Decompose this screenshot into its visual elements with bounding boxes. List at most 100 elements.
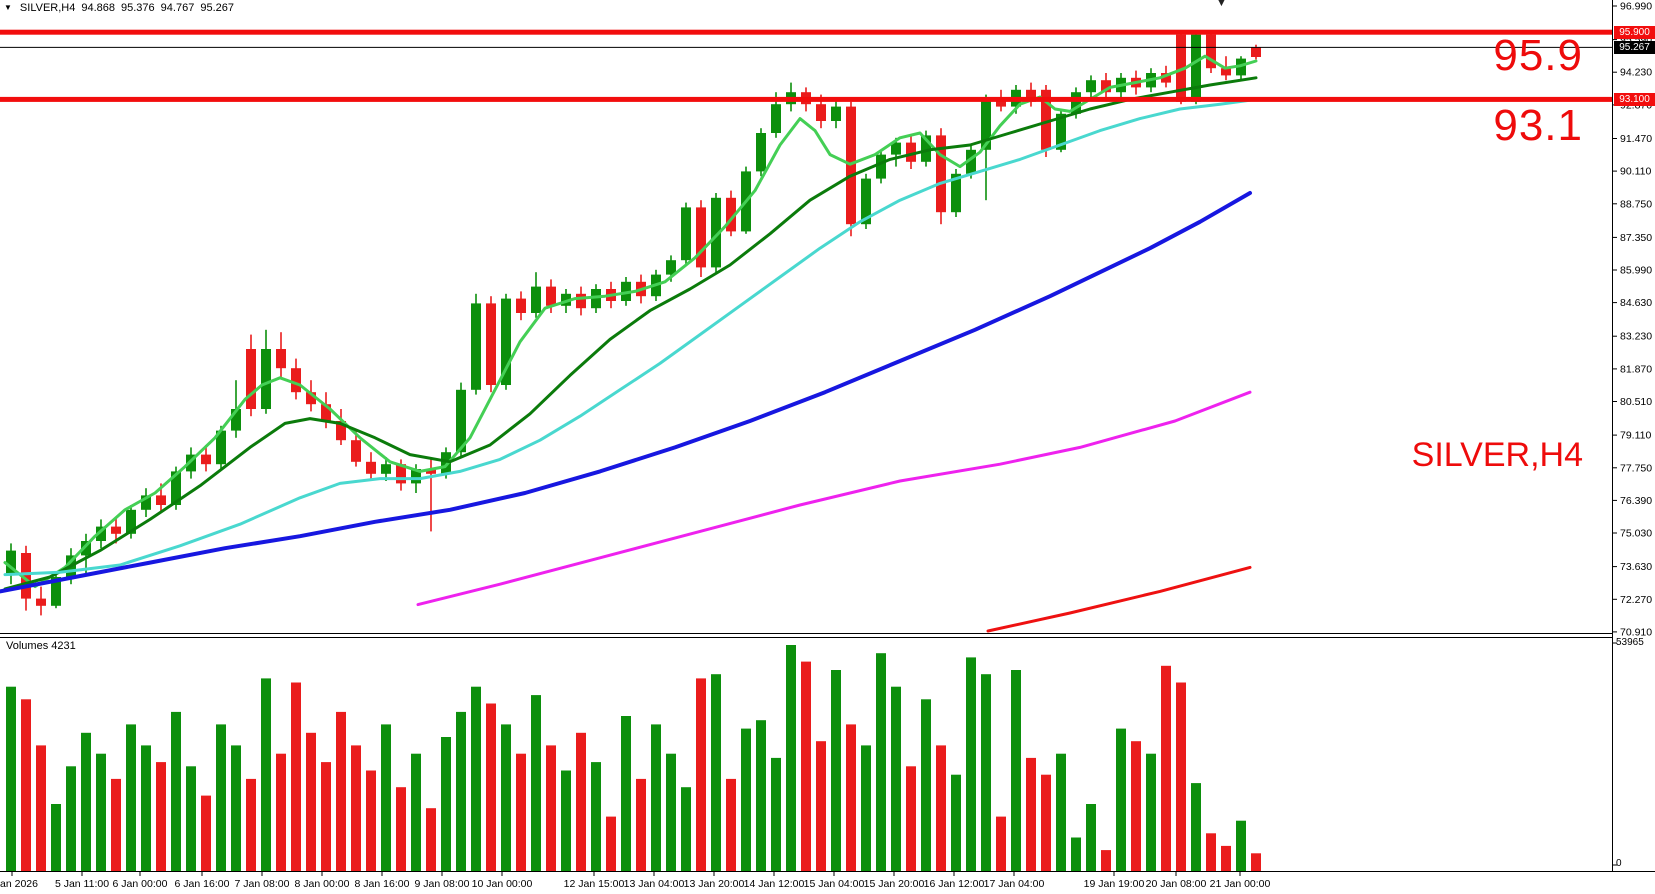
- candle-body: [531, 286, 541, 313]
- price-tick-label[interactable]: 90.110: [1620, 166, 1651, 178]
- candle-body: [36, 598, 46, 606]
- symbol-dropdown-icon[interactable]: ▼: [4, 3, 12, 12]
- ma-blue-line: [0, 191, 1252, 594]
- time-tick-label[interactable]: 2 Jan 2026: [0, 878, 38, 890]
- volume-bar: [1251, 853, 1261, 871]
- volume-bar: [141, 745, 151, 871]
- candle-body: [81, 541, 91, 556]
- price-tick-label[interactable]: 72.270: [1620, 594, 1652, 606]
- volume-scale-max: 53965: [1616, 637, 1644, 648]
- time-tick-label[interactable]: 21 Jan 00:00: [1210, 878, 1271, 890]
- open-value: 94.868: [81, 1, 116, 14]
- volume-bar: [666, 753, 676, 871]
- time-tick-label[interactable]: 12 Jan 15:00: [564, 878, 625, 890]
- volume-bar: [531, 695, 541, 871]
- candle-body: [156, 495, 166, 505]
- volume-bar: [1116, 728, 1126, 871]
- price-tick-label[interactable]: 85.990: [1620, 265, 1652, 277]
- time-tick-label[interactable]: 15 Jan 04:00: [804, 878, 865, 890]
- volume-bar: [831, 670, 841, 871]
- volume-bar: [336, 711, 346, 871]
- time-tick-label[interactable]: 10 Jan 00:00: [472, 878, 533, 890]
- time-tick-label[interactable]: 7 Jan 08:00: [235, 878, 290, 890]
- volume-scale-min: 0: [1616, 858, 1622, 869]
- time-tick-label[interactable]: 15 Jan 20:00: [864, 878, 925, 890]
- price-tick-label[interactable]: 88.750: [1620, 198, 1652, 210]
- volume-bar: [621, 716, 631, 871]
- time-tick-label[interactable]: 5 Jan 11:00: [55, 878, 109, 890]
- time-tick-label[interactable]: 14 Jan 12:00: [744, 878, 805, 890]
- candle-body: [216, 430, 226, 465]
- candle-body: [591, 289, 601, 309]
- price-tick-label[interactable]: 75.030: [1620, 528, 1652, 540]
- candle-body: [771, 104, 781, 133]
- time-tick-label[interactable]: 13 Jan 04:00: [624, 878, 685, 890]
- ma-slow-dark-green-line: [3, 76, 1258, 591]
- time-tick-label[interactable]: 8 Jan 16:00: [355, 878, 410, 890]
- candle-body: [441, 452, 451, 474]
- ma-magenta-line: [416, 390, 1252, 607]
- price-tick-label[interactable]: 76.390: [1620, 495, 1652, 507]
- volume-bar: [786, 645, 796, 871]
- price-tick-label[interactable]: 91.470: [1620, 133, 1652, 145]
- candle-body: [951, 173, 961, 213]
- time-tick-label[interactable]: 8 Jan 00:00: [295, 878, 350, 890]
- time-tick-label[interactable]: 17 Jan 04:00: [984, 878, 1045, 890]
- candle-body: [426, 469, 436, 474]
- candle-body: [681, 207, 691, 261]
- price-tick-label[interactable]: 73.630: [1620, 561, 1652, 573]
- candle-body: [321, 404, 331, 421]
- candle-body: [351, 440, 361, 462]
- price-tick-label[interactable]: 81.870: [1620, 363, 1652, 375]
- time-tick-label[interactable]: 6 Jan 16:00: [175, 878, 230, 890]
- candle-body: [966, 149, 976, 174]
- volume-bar: [816, 741, 826, 871]
- volume-bar: [1236, 820, 1246, 871]
- volume-bar: [1086, 804, 1096, 871]
- volume-bar: [36, 745, 46, 871]
- time-tick-label[interactable]: 19 Jan 19:00: [1084, 878, 1145, 890]
- price-tick-label[interactable]: 94.230: [1620, 67, 1652, 79]
- volume-bar: [111, 778, 121, 871]
- price-tick-label[interactable]: 79.110: [1620, 430, 1651, 442]
- resistance-line[interactable]: [0, 29, 1612, 35]
- price-tick-label[interactable]: 80.510: [1620, 396, 1652, 408]
- ma-red-line: [986, 565, 1252, 633]
- support-line[interactable]: [0, 96, 1612, 102]
- time-tick-label[interactable]: 9 Jan 08:00: [415, 878, 470, 890]
- candle-body: [936, 135, 946, 213]
- volume-bar: [546, 745, 556, 871]
- price-tick-label[interactable]: 77.750: [1620, 462, 1652, 474]
- price-tick-label[interactable]: 83.230: [1620, 331, 1652, 343]
- time-tick-label[interactable]: 16 Jan 12:00: [924, 878, 985, 890]
- volume-bar: [1221, 845, 1231, 871]
- resistance-annotation: 95.9: [1493, 31, 1583, 80]
- right-shift-marker-icon[interactable]: ▼: [1216, 0, 1227, 9]
- volume-bar: [366, 770, 376, 871]
- volume-bar: [741, 728, 751, 871]
- volume-bar: [351, 745, 361, 871]
- price-tick-label[interactable]: 96.990: [1620, 1, 1652, 13]
- candle-body: [516, 298, 526, 313]
- volume-bar: [1071, 837, 1081, 871]
- time-tick-label[interactable]: 13 Jan 20:00: [684, 878, 745, 890]
- price-tick-label[interactable]: 70.910: [1620, 626, 1652, 638]
- candle-body: [141, 495, 151, 510]
- candle-body: [276, 349, 286, 369]
- time-tick-label[interactable]: 20 Jan 08:00: [1146, 878, 1207, 890]
- price-tick-label[interactable]: 87.350: [1620, 232, 1652, 244]
- candle-body: [666, 260, 676, 275]
- candle-body: [906, 142, 916, 162]
- volume-bar: [966, 657, 976, 871]
- price-tick-label[interactable]: 84.630: [1620, 297, 1652, 309]
- candle-body: [291, 368, 301, 393]
- candle-body: [336, 421, 346, 441]
- candle-body: [246, 349, 256, 409]
- volume-bar: [711, 674, 721, 871]
- time-tick-label[interactable]: 6 Jan 00:00: [113, 878, 168, 890]
- ma-fast-light-green-line: [3, 54, 1258, 589]
- volume-bar: [681, 787, 691, 871]
- volume-bar: [1176, 682, 1186, 871]
- volume-bar: [126, 724, 136, 871]
